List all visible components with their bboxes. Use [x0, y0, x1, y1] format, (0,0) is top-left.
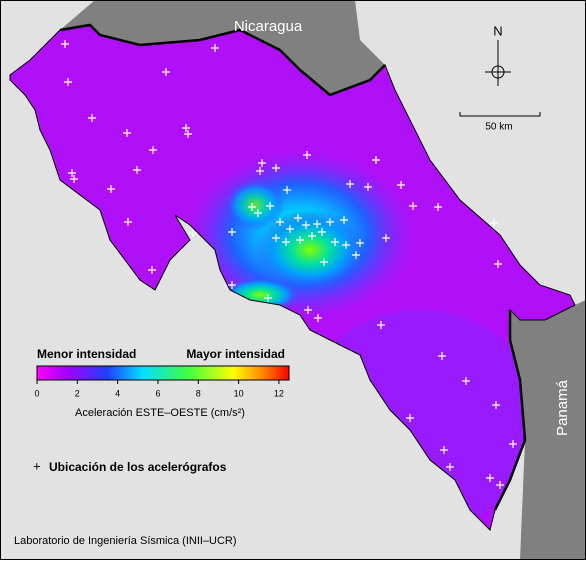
- station-marker: [320, 258, 328, 266]
- station-marker: [509, 440, 517, 448]
- station-marker: [303, 151, 311, 159]
- station-marker: [123, 129, 131, 137]
- station-marker: [377, 321, 385, 329]
- station-marker: [342, 241, 350, 249]
- station-marker: [184, 130, 192, 138]
- colorbar-tick-label: 6: [155, 388, 160, 398]
- station-marker: [282, 238, 290, 246]
- station-marker: [64, 78, 72, 86]
- colorbar: [36, 365, 290, 381]
- station-marker: [228, 281, 236, 289]
- country-label: Nicaragua: [234, 18, 303, 35]
- station-marker: [346, 180, 354, 188]
- colorbar-tick-label: 0: [34, 388, 39, 398]
- station-marker: [68, 169, 76, 177]
- nicaragua: [60, 0, 385, 95]
- station-marker: [382, 234, 390, 242]
- station-marker: [434, 203, 442, 211]
- colorbar-low: Menor intensidad: [37, 347, 136, 361]
- station-marker: [446, 463, 454, 471]
- stations: [61, 40, 517, 489]
- station-marker: [283, 186, 291, 194]
- station-marker: [266, 202, 274, 210]
- station-marker: [372, 156, 380, 164]
- credit: Laboratorio de Ingeniería Sísmica (INII–…: [14, 535, 237, 547]
- station-marker: [228, 228, 236, 236]
- station-marker: [294, 214, 302, 222]
- colorbar-tick-label: 8: [196, 388, 201, 398]
- station-marker: [211, 44, 219, 52]
- station-marker: [409, 202, 417, 210]
- border-south: [493, 310, 527, 511]
- station-marker: [314, 314, 322, 322]
- station-marker: [438, 352, 446, 360]
- colorbar-tick-label: 2: [75, 388, 80, 398]
- station-marker: [326, 218, 334, 226]
- station-marker: [276, 218, 284, 226]
- station-marker: [397, 181, 405, 189]
- station-marker: [352, 251, 360, 259]
- station-marker: [189, 229, 197, 237]
- station-marker: [162, 68, 170, 76]
- scale-label: 50 km: [485, 122, 512, 133]
- station-marker: [70, 175, 78, 183]
- legend-text: Ubicación de los acelerógrafos: [49, 460, 227, 474]
- station-marker: [364, 183, 372, 191]
- scale-bar: [459, 112, 541, 117]
- station-marker: [133, 166, 141, 174]
- station-marker: [340, 216, 348, 224]
- station-marker: [356, 239, 364, 247]
- station-marker: [496, 481, 504, 489]
- colorbar-high: Mayor intensidad: [186, 347, 285, 361]
- panama: [510, 300, 586, 560]
- station-marker: [486, 474, 494, 482]
- station-marker: [313, 220, 321, 228]
- station-marker: [308, 232, 316, 240]
- colorbar-ticks: 0 2 4 6 8 10 12: [34, 380, 284, 398]
- station-marker: [331, 238, 339, 246]
- station-marker: [304, 306, 312, 314]
- station-marker: [492, 401, 500, 409]
- station-marker: [318, 228, 326, 236]
- station-marker: [302, 221, 310, 229]
- station-marker: [264, 294, 272, 302]
- station-marker: [440, 446, 448, 454]
- station-marker: [286, 225, 294, 233]
- station-marker: [490, 219, 498, 227]
- border-north: [59, 23, 386, 97]
- station-marker: [462, 377, 470, 385]
- colorbar-tick-label: 12: [274, 388, 284, 398]
- country-label: Panamá: [554, 379, 571, 436]
- colorbar-tick-label: 10: [234, 388, 244, 398]
- station-marker: [256, 167, 264, 175]
- north-arrow-label: N: [493, 23, 502, 38]
- legend-symbol: +: [33, 458, 41, 473]
- colorbar-title: Aceleración ESTE–OESTE (cm/s²): [75, 407, 245, 419]
- station-marker: [258, 159, 266, 167]
- station-marker: [107, 185, 115, 193]
- station-marker: [149, 146, 157, 154]
- station-marker: [61, 40, 69, 48]
- station-marker: [148, 266, 156, 274]
- station-marker: [272, 164, 280, 172]
- station-marker: [296, 236, 304, 244]
- station-marker: [494, 260, 502, 268]
- station-marker: [406, 414, 414, 422]
- station-marker: [182, 124, 190, 132]
- station-marker: [248, 203, 256, 211]
- colorbar-tick-label: 4: [115, 388, 120, 398]
- station-marker: [124, 218, 132, 226]
- north-arrow: [485, 40, 511, 86]
- station-marker: [88, 114, 96, 122]
- station-marker: [272, 234, 280, 242]
- station-marker: [254, 209, 262, 217]
